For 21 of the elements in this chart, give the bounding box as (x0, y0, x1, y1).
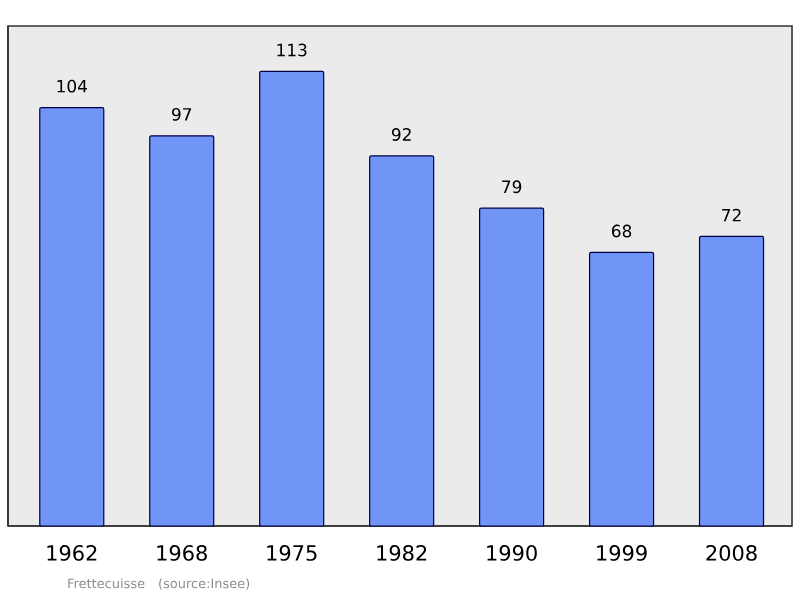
bar (259, 70, 325, 527)
x-tick-label: 2008 (706, 545, 757, 561)
x-tick-label: 1990 (487, 545, 537, 561)
x-tick-label: 1999 (597, 545, 647, 561)
x-tick-label: 1982 (377, 545, 427, 561)
data-label: 97 (172, 107, 192, 121)
data-label: 92 (391, 128, 411, 141)
x-tick-label: 1975 (267, 545, 317, 561)
data-label: 104 (57, 79, 87, 93)
data-label: 68 (611, 224, 632, 238)
data-label: 72 (722, 208, 741, 222)
x-tick-label: 1962 (47, 545, 97, 561)
data-label: 113 (277, 43, 307, 57)
bar (698, 235, 765, 527)
bar (479, 207, 545, 527)
bar (39, 107, 105, 527)
bar (149, 135, 215, 527)
x-tick-label: 1968 (157, 545, 207, 561)
bar (369, 155, 435, 527)
data-label: 79 (502, 180, 522, 194)
bar (588, 251, 655, 527)
